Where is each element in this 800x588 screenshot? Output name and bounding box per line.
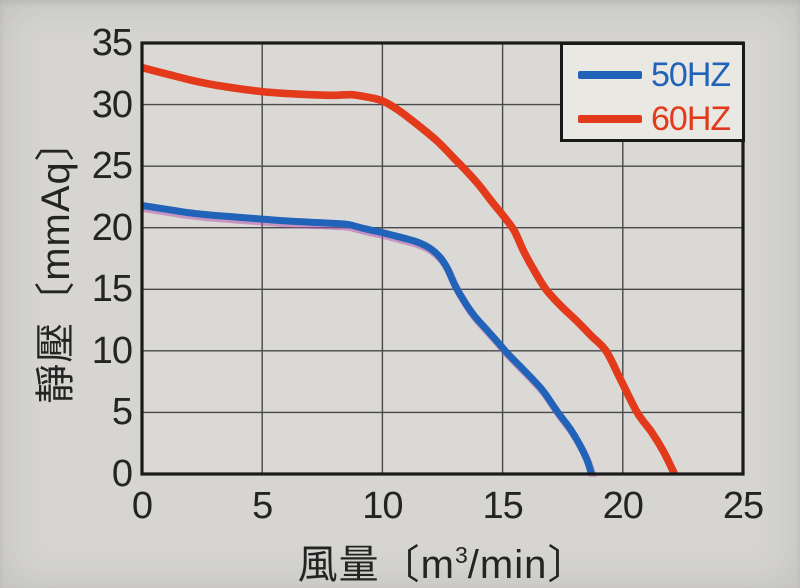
- y-tick-label: 15: [91, 268, 133, 311]
- x-axis-title: 風量〔m3/min〕: [298, 532, 589, 588]
- 60hz-line-swatch: [578, 115, 642, 123]
- x-tick-label: 15: [482, 485, 523, 527]
- y-tick-label: 30: [91, 83, 133, 126]
- x-axis-title-superscript: 3: [454, 542, 468, 568]
- plot-border: [140, 41, 745, 476]
- x-tick-label: 10: [362, 485, 403, 527]
- curve-60hz: [142, 63, 679, 474]
- legend-item-60hz: 60HZ: [578, 100, 731, 138]
- x-axis-title-after: /min〕: [467, 543, 589, 587]
- legend-label-50hz: 50HZ: [651, 56, 731, 94]
- 50hz-line-swatch: [578, 71, 642, 79]
- x-axis-title-before: 風量〔m: [297, 543, 455, 587]
- y-tick-label: 10: [91, 329, 133, 372]
- x-tick-label: 25: [722, 485, 764, 527]
- curve-50hz: [142, 202, 595, 474]
- legend: 50HZ 60HZ: [560, 42, 745, 142]
- x-tick-label: 5: [252, 485, 273, 527]
- legend-label-60hz: 60HZ: [651, 100, 731, 138]
- y-tick-label: 0: [111, 453, 133, 495]
- x-tick-label: 0: [131, 485, 153, 527]
- y-tick-label: 20: [91, 206, 133, 249]
- x-tick-label: 20: [602, 485, 644, 527]
- legend-item-50hz: 50HZ: [578, 56, 731, 94]
- y-tick-label: 25: [91, 145, 133, 188]
- y-tick-label: 35: [91, 22, 133, 64]
- y-tick-label: 5: [111, 391, 133, 434]
